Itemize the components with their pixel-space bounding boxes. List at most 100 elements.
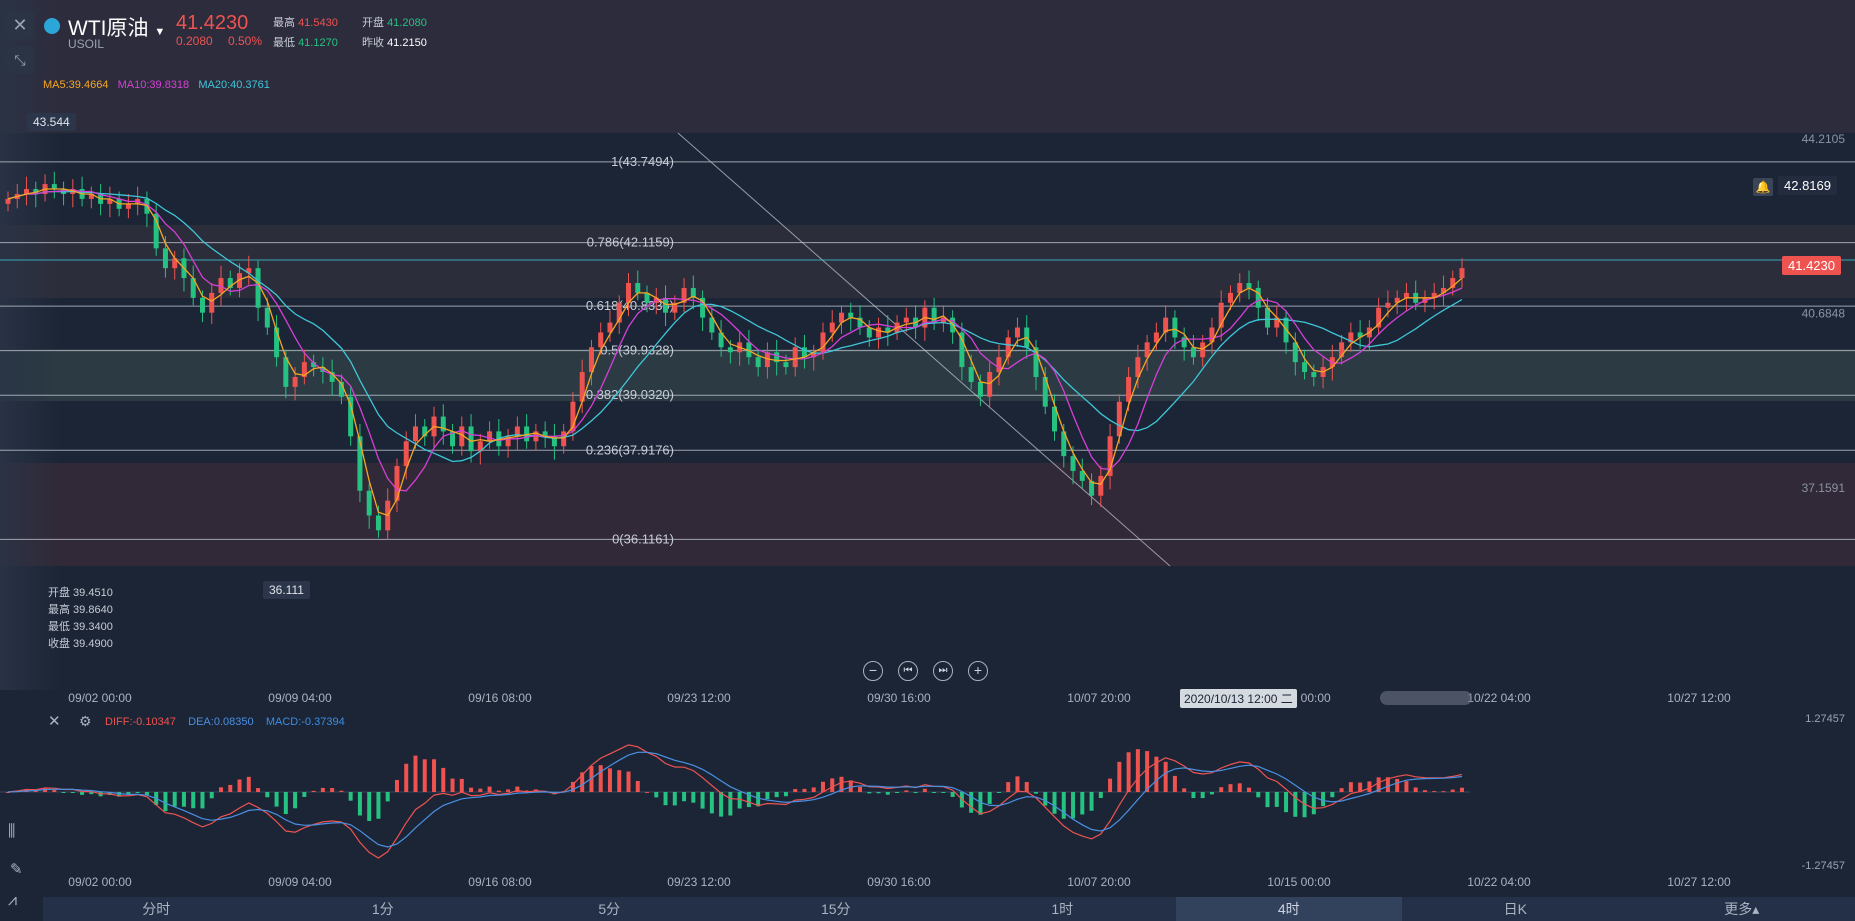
tab-6[interactable]: 日K (1503, 901, 1527, 917)
macd-bar (1033, 792, 1038, 794)
candle-body (1357, 332, 1363, 338)
candle-body (700, 297, 706, 318)
macd-bar (1422, 790, 1427, 792)
candle-body (450, 431, 456, 447)
macd-bar (848, 780, 853, 792)
candle-body (1181, 337, 1187, 348)
candle-body (968, 367, 974, 382)
y-tick-0: 44.2105 (1802, 132, 1846, 146)
high-marker: 43.544 (27, 113, 76, 131)
macd-bar (1395, 778, 1400, 792)
macd-bar (811, 787, 816, 792)
macd-bar (1126, 752, 1131, 792)
macd-bar (515, 786, 520, 792)
macd-bar (904, 790, 909, 792)
macd-bar (1024, 781, 1029, 792)
dea-label: DEA:0.08350 (188, 716, 254, 728)
macd-bar (1191, 792, 1196, 799)
macd-bar (626, 771, 631, 792)
tab-5[interactable]: 4时 (1175, 897, 1402, 921)
macd-bar (283, 792, 288, 815)
draw-tool-icon[interactable]: ✎ (10, 861, 23, 878)
loading-indicator (1380, 691, 1472, 705)
macd-bar (6, 792, 10, 793)
tab-2[interactable]: 5分 (598, 901, 621, 917)
macd-bar (181, 792, 186, 807)
macd-bar (1006, 782, 1011, 792)
macd-bar (172, 792, 177, 807)
macd-bar (598, 765, 603, 792)
candle-body (1403, 292, 1409, 298)
candle-body (996, 357, 1002, 373)
macd-bar (774, 792, 779, 798)
macd-bar (496, 790, 501, 792)
fibonacci-levels: 1(43.7494) 0.786(42.1159) 0.618(40.8335) 0.… (0, 154, 1855, 546)
macd-settings-icon[interactable]: ⚙ (79, 713, 92, 729)
tab-7[interactable]: 更多▴ (1724, 901, 1760, 917)
candle-body (635, 283, 641, 293)
tab-0[interactable]: 分时 (142, 901, 171, 917)
candle-body (1274, 317, 1280, 328)
indicator-icon[interactable]: ⩘ (8, 892, 18, 909)
candle-body (487, 431, 493, 442)
macd-bar (1080, 792, 1085, 815)
macd-bar (394, 779, 399, 792)
candle-body (422, 426, 428, 437)
x-tick-7: 10/22 04:00 (1467, 691, 1531, 705)
macd-bar (1330, 792, 1335, 798)
crosshair-time-label: 2020/10/13 12:00 二 (1180, 689, 1297, 708)
candle-body (801, 347, 807, 358)
candle-body (1061, 431, 1067, 457)
candle-body (839, 312, 845, 323)
tab-3[interactable]: 15分 (820, 901, 851, 917)
macd-bar (135, 792, 140, 793)
price-change: 0.2080 (176, 34, 213, 48)
macd-bar (1117, 761, 1122, 792)
macd-bar (719, 792, 724, 817)
candle-style-icon[interactable]: ⫼ (8, 823, 16, 840)
candle-body (311, 362, 317, 368)
chevron-down-icon[interactable]: ▼ (154, 26, 166, 38)
low-stat: 最低 41.1270 (273, 37, 338, 49)
candle-body (1107, 436, 1113, 476)
candle-body (246, 268, 252, 274)
candle-body (829, 322, 835, 333)
macd-bar (265, 792, 270, 798)
zoom-in-button[interactable]: + (968, 661, 988, 681)
fib-label-2: 0.618(40.8335) (586, 298, 674, 313)
alert-bell-icon[interactable]: 🔔 (1753, 178, 1773, 196)
macd-bar (1432, 791, 1437, 793)
candle-body (625, 283, 631, 303)
macd-close-icon[interactable]: ✕ (48, 713, 61, 730)
macd-bar (237, 779, 242, 792)
candle-body (811, 352, 817, 358)
alert-price-tag[interactable]: 42.8169 (1778, 176, 1837, 195)
candle-body (357, 436, 363, 491)
zoom-out-button[interactable]: − (863, 661, 883, 681)
scroll-start-button[interactable]: ⏮ (898, 661, 918, 681)
symbol-title[interactable]: WTI原油 ▼ (68, 17, 166, 40)
candle-body (190, 278, 196, 298)
macd-bar (765, 792, 770, 799)
macd-bar (70, 792, 75, 793)
macd-bar (941, 792, 946, 793)
tab-4[interactable]: 1时 (1051, 901, 1074, 917)
candle-body (644, 292, 650, 303)
macd-bar (1460, 787, 1464, 792)
tab-1[interactable]: 1分 (371, 901, 394, 917)
scroll-end-button[interactable]: ⏭ (933, 661, 953, 681)
macd-bar (1089, 792, 1094, 811)
candle-body (755, 357, 761, 368)
macd-bar (1274, 792, 1279, 807)
macd-bar (876, 792, 881, 794)
macd-bar (1358, 782, 1363, 792)
x-tick-7: 10/22 04:00 (1467, 875, 1531, 889)
candle-body (987, 372, 993, 397)
macd-bar (1163, 761, 1168, 792)
macd-bar (756, 792, 761, 807)
candle-body (1014, 327, 1020, 338)
close-button[interactable]: ✕ (6, 11, 34, 39)
fullscreen-icon[interactable]: ⤡ (6, 46, 34, 74)
candle-body (1311, 372, 1317, 377)
